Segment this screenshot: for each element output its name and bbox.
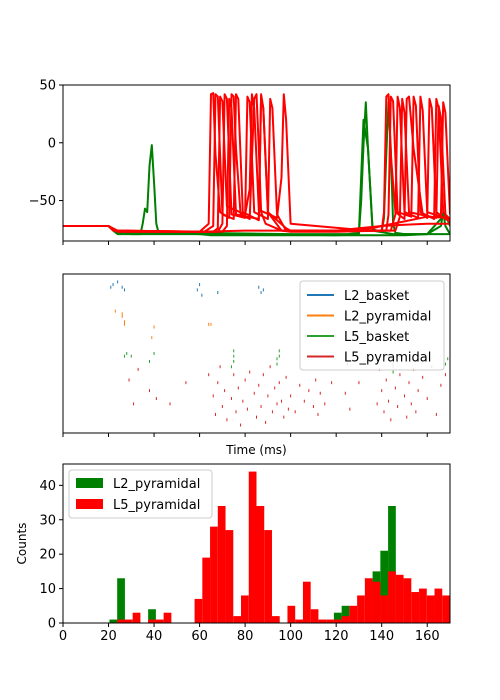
plot-area xyxy=(63,92,450,237)
voltage-trace-line xyxy=(63,95,450,233)
histogram-bar xyxy=(217,505,226,623)
legend: L2_pyramidal L5_pyramidal xyxy=(68,469,213,519)
histogram-bar xyxy=(341,605,350,623)
legend-label: L5_basket xyxy=(344,330,409,345)
y-tick-label: 20 xyxy=(39,548,56,563)
histogram-bar xyxy=(264,530,272,623)
histogram-bar xyxy=(333,612,342,623)
histogram-bar xyxy=(318,619,327,623)
histogram-bar xyxy=(388,505,396,623)
legend-swatch xyxy=(76,499,103,509)
histogram-bar xyxy=(194,598,203,623)
histogram-bar xyxy=(372,581,381,623)
histogram-bar xyxy=(155,619,164,623)
histogram-bar xyxy=(333,619,342,623)
histogram-bar xyxy=(419,588,427,623)
histogram-bar xyxy=(117,619,125,623)
voltage-trace-line xyxy=(63,93,450,233)
x-tick-label: 100 xyxy=(278,629,303,644)
y-tick-label: −50 xyxy=(29,194,56,209)
histogram-bar xyxy=(310,609,319,623)
spike-raster-panel: Time (ms)L2_basketL2_pyramidalL5_basketL… xyxy=(62,273,451,457)
y-tick-label: 50 xyxy=(39,79,56,94)
legend: L2_basket L2_pyramidal L5_basket L5_pyramid… xyxy=(299,280,445,371)
y-tick-label: 40 xyxy=(39,479,56,494)
histogram-bar xyxy=(364,578,373,623)
legend-label: L2_pyramidal xyxy=(113,477,200,492)
y-tick-label: 10 xyxy=(39,582,56,597)
y-axis-label: Counts xyxy=(15,523,29,565)
histogram-bar xyxy=(411,592,420,623)
x-tick-label: 40 xyxy=(146,629,163,644)
legend-label: L5_pyramidal xyxy=(344,351,431,366)
histogram-bar xyxy=(210,526,218,623)
y-tick-label: 0 xyxy=(48,617,56,632)
histogram-bar xyxy=(434,588,443,623)
y-tick-label: 0 xyxy=(48,136,56,151)
histogram-bar xyxy=(395,574,404,623)
axes-frame xyxy=(62,84,451,242)
histogram-bar xyxy=(124,619,133,623)
histogram-bar xyxy=(248,471,257,623)
histogram-bar xyxy=(148,619,156,623)
legend-label: L5_pyramidal xyxy=(113,498,200,513)
histogram-bar xyxy=(326,619,334,623)
histogram-bar xyxy=(380,550,389,623)
histogram-bar xyxy=(132,612,141,623)
x-tick-label: 0 xyxy=(59,629,67,644)
legend-frame xyxy=(299,280,445,371)
histogram-bar xyxy=(202,557,211,623)
histogram-bar xyxy=(287,605,296,623)
histogram-bar xyxy=(349,605,358,623)
y-tick-label: 30 xyxy=(39,513,56,528)
plot-area xyxy=(109,471,450,623)
x-axis-label: Time (ms) xyxy=(225,443,287,457)
histogram-bar xyxy=(302,581,311,623)
plot-area xyxy=(110,280,450,427)
histogram-bar xyxy=(357,595,365,623)
histogram-bar xyxy=(426,595,435,623)
histogram-bar xyxy=(256,505,265,623)
histogram-bar xyxy=(233,616,242,623)
histogram-bar xyxy=(403,578,412,623)
histogram-bar xyxy=(271,616,280,623)
legend-label: L2_pyramidal xyxy=(344,310,431,325)
histogram-bar xyxy=(442,595,450,623)
axes-frame xyxy=(62,463,451,624)
x-tick-label: 120 xyxy=(324,629,349,644)
histogram-bar xyxy=(163,612,172,623)
histogram-bar xyxy=(380,595,389,623)
voltage-trace-line xyxy=(63,222,450,233)
x-tick-label: 20 xyxy=(100,629,117,644)
histogram-bar xyxy=(117,578,125,623)
x-tick-label: 160 xyxy=(415,629,440,644)
spike-histogram-panel: 0 20 40 60 80 100 120 140 160 0 10 20 30 40 Counts L2_p… xyxy=(15,463,451,644)
histogram-bar xyxy=(388,571,396,623)
histogram-bar xyxy=(148,609,156,623)
histogram-bar xyxy=(341,616,350,623)
x-tick-label: 140 xyxy=(369,629,394,644)
voltage-traces-panel: 50 0 −50 xyxy=(29,79,451,245)
legend-label: L2_basket xyxy=(344,289,409,304)
voltage-trace-line xyxy=(63,93,450,233)
legend-frame xyxy=(68,469,213,519)
histogram-bar xyxy=(295,619,303,623)
x-tick-label: 80 xyxy=(237,629,254,644)
histogram-bar xyxy=(241,595,249,623)
histogram-bar xyxy=(109,619,118,623)
axes-frame xyxy=(62,273,451,434)
x-tick-label: 60 xyxy=(191,629,208,644)
histogram-bar xyxy=(225,530,234,623)
legend-swatch xyxy=(76,478,103,488)
